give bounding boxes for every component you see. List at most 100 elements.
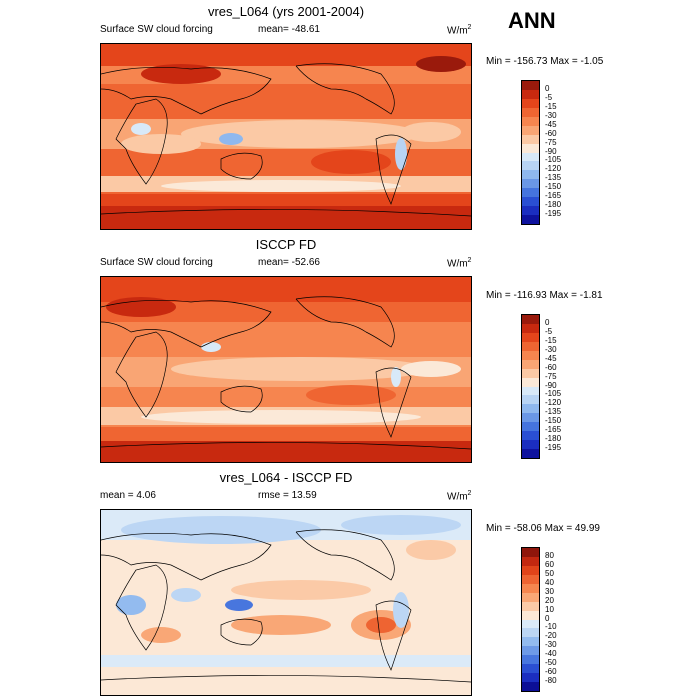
panel-3-colorbar	[521, 547, 540, 692]
colorbar-tick-label: -75	[545, 137, 557, 147]
colorbar-tick-label: 60	[545, 559, 554, 569]
panel-1-minmax: Min = -156.73 Max = -1.05	[486, 56, 604, 67]
colorbar-tick-label: -150	[545, 182, 562, 192]
colorbar-swatch	[522, 673, 539, 683]
colorbar-swatch	[522, 574, 539, 584]
colorbar-swatch	[522, 655, 539, 665]
panel-3-map	[100, 509, 472, 696]
colorbar-swatch	[522, 565, 539, 575]
colorbar-swatch	[522, 556, 539, 566]
season-label: ANN	[508, 8, 556, 33]
panel-2-colorbar	[521, 314, 540, 459]
colorbar-swatch	[522, 179, 539, 189]
colorbar-tick-label: -40	[545, 649, 557, 659]
colorbar-tick-label: 0	[545, 613, 550, 623]
colorbar-tick-label: 0	[545, 317, 550, 327]
colorbar-swatch	[522, 152, 539, 162]
colorbar-swatch	[522, 107, 539, 117]
colorbar-swatch	[522, 440, 539, 450]
colorbar-tick-label: -15	[545, 101, 557, 111]
colorbar-swatch	[522, 170, 539, 180]
colorbar-swatch	[522, 449, 539, 458]
panel-2-center-label: mean= -52.66	[258, 257, 320, 268]
panel-3-units: W/m2	[447, 490, 472, 503]
colorbar-tick-label: -180	[545, 434, 562, 444]
panel-3-colorbar-labels: 80 60 50 40 30 20 10 0 -10 -20 -30 -40 -50 -60 -80	[545, 547, 605, 690]
colorbar-swatch	[522, 548, 539, 557]
panel-1-units: W/m2	[447, 24, 472, 37]
colorbar-swatch	[522, 404, 539, 414]
panel-2-left-label: Surface SW cloud forcing	[100, 257, 213, 268]
panel-1-center-label: mean= -48.61	[258, 24, 320, 35]
colorbar-tick-label: -60	[545, 362, 557, 372]
colorbar-tick-label: -105	[545, 155, 562, 165]
colorbar-tick-label: -195	[545, 443, 562, 453]
colorbar-tick-label: -45	[545, 119, 557, 129]
colorbar-swatch	[522, 161, 539, 171]
colorbar-swatch	[522, 646, 539, 656]
panel-2-minmax: Min = -116.93 Max = -1.81	[486, 290, 603, 301]
panel-2-units: W/m2	[447, 257, 472, 270]
colorbar-swatch	[522, 619, 539, 629]
colorbar-swatch	[522, 350, 539, 360]
colorbar-tick-label: -90	[545, 380, 557, 390]
panel-2-map	[100, 276, 472, 463]
colorbar-tick-label: -20	[545, 631, 557, 641]
colorbar-swatch	[522, 81, 539, 90]
colorbar-swatch	[522, 206, 539, 216]
colorbar-tick-label: -90	[545, 146, 557, 156]
panel-3-title: vres_L064 - ISCCP FD	[219, 470, 353, 485]
colorbar-swatch	[522, 332, 539, 342]
colorbar-tick-label: -30	[545, 344, 557, 354]
colorbar-swatch	[522, 413, 539, 423]
colorbar-tick-label: -75	[545, 371, 557, 381]
colorbar-tick-label: 20	[545, 595, 554, 605]
colorbar-tick-label: -135	[545, 407, 562, 417]
colorbar-tick-label: -120	[545, 164, 562, 174]
colorbar-tick-label: -150	[545, 416, 562, 426]
panel-1-title: vres_L064 (yrs 2001-2004)	[207, 4, 365, 19]
panel-3-minmax: Min = -58.06 Max = 49.99	[486, 523, 600, 534]
colorbar-swatch	[522, 601, 539, 611]
colorbar-tick-label: -45	[545, 353, 557, 363]
panel-2-colorbar-labels: 0 -5 -15 -30 -45 -60 -75 -90 -105 -120 -135 -150 -16…	[545, 314, 605, 457]
colorbar-swatch	[522, 422, 539, 432]
colorbar-tick-label: 10	[545, 604, 554, 614]
colorbar-swatch	[522, 143, 539, 153]
panel-1-left-label: Surface SW cloud forcing	[100, 24, 213, 35]
colorbar-swatch	[522, 315, 539, 324]
colorbar-swatch	[522, 610, 539, 620]
colorbar-tick-label: -165	[545, 191, 562, 201]
colorbar-tick-label: 80	[545, 550, 554, 560]
colorbar-tick-label: -60	[545, 128, 557, 138]
colorbar-tick-label: -30	[545, 110, 557, 120]
colorbar-swatch	[522, 188, 539, 198]
colorbar-swatch	[522, 368, 539, 378]
colorbar-tick-label: -5	[545, 92, 553, 102]
colorbar-swatch	[522, 341, 539, 351]
colorbar-tick-label: -5	[545, 326, 553, 336]
panel-1-colorbar-labels: 0 -5 -15 -30 -45 -60 -75 -90 -105 -120 -135 -150 -16…	[545, 80, 605, 223]
colorbar-swatch	[522, 134, 539, 144]
colorbar-swatch	[522, 98, 539, 108]
colorbar-tick-label: 0	[545, 83, 550, 93]
colorbar-swatch	[522, 592, 539, 602]
colorbar-tick-label: 30	[545, 586, 554, 596]
colorbar-tick-label: -135	[545, 173, 562, 183]
colorbar-swatch	[522, 377, 539, 387]
colorbar-tick-label: -15	[545, 335, 557, 345]
colorbar-tick-label: -180	[545, 200, 562, 210]
panel-3-left-label: mean = 4.06	[100, 490, 156, 501]
colorbar-tick-label: -195	[545, 209, 562, 219]
colorbar-tick-label: -10	[545, 622, 557, 632]
colorbar-tick-label: -120	[545, 398, 562, 408]
colorbar-tick-label: 40	[545, 577, 554, 587]
colorbar-swatch	[522, 395, 539, 405]
colorbar-tick-label: -105	[545, 389, 562, 399]
colorbar-swatch	[522, 664, 539, 674]
colorbar-swatch	[522, 682, 539, 691]
colorbar-swatch	[522, 323, 539, 333]
colorbar-swatch	[522, 197, 539, 207]
colorbar-tick-label: -165	[545, 425, 562, 435]
colorbar-swatch	[522, 125, 539, 135]
